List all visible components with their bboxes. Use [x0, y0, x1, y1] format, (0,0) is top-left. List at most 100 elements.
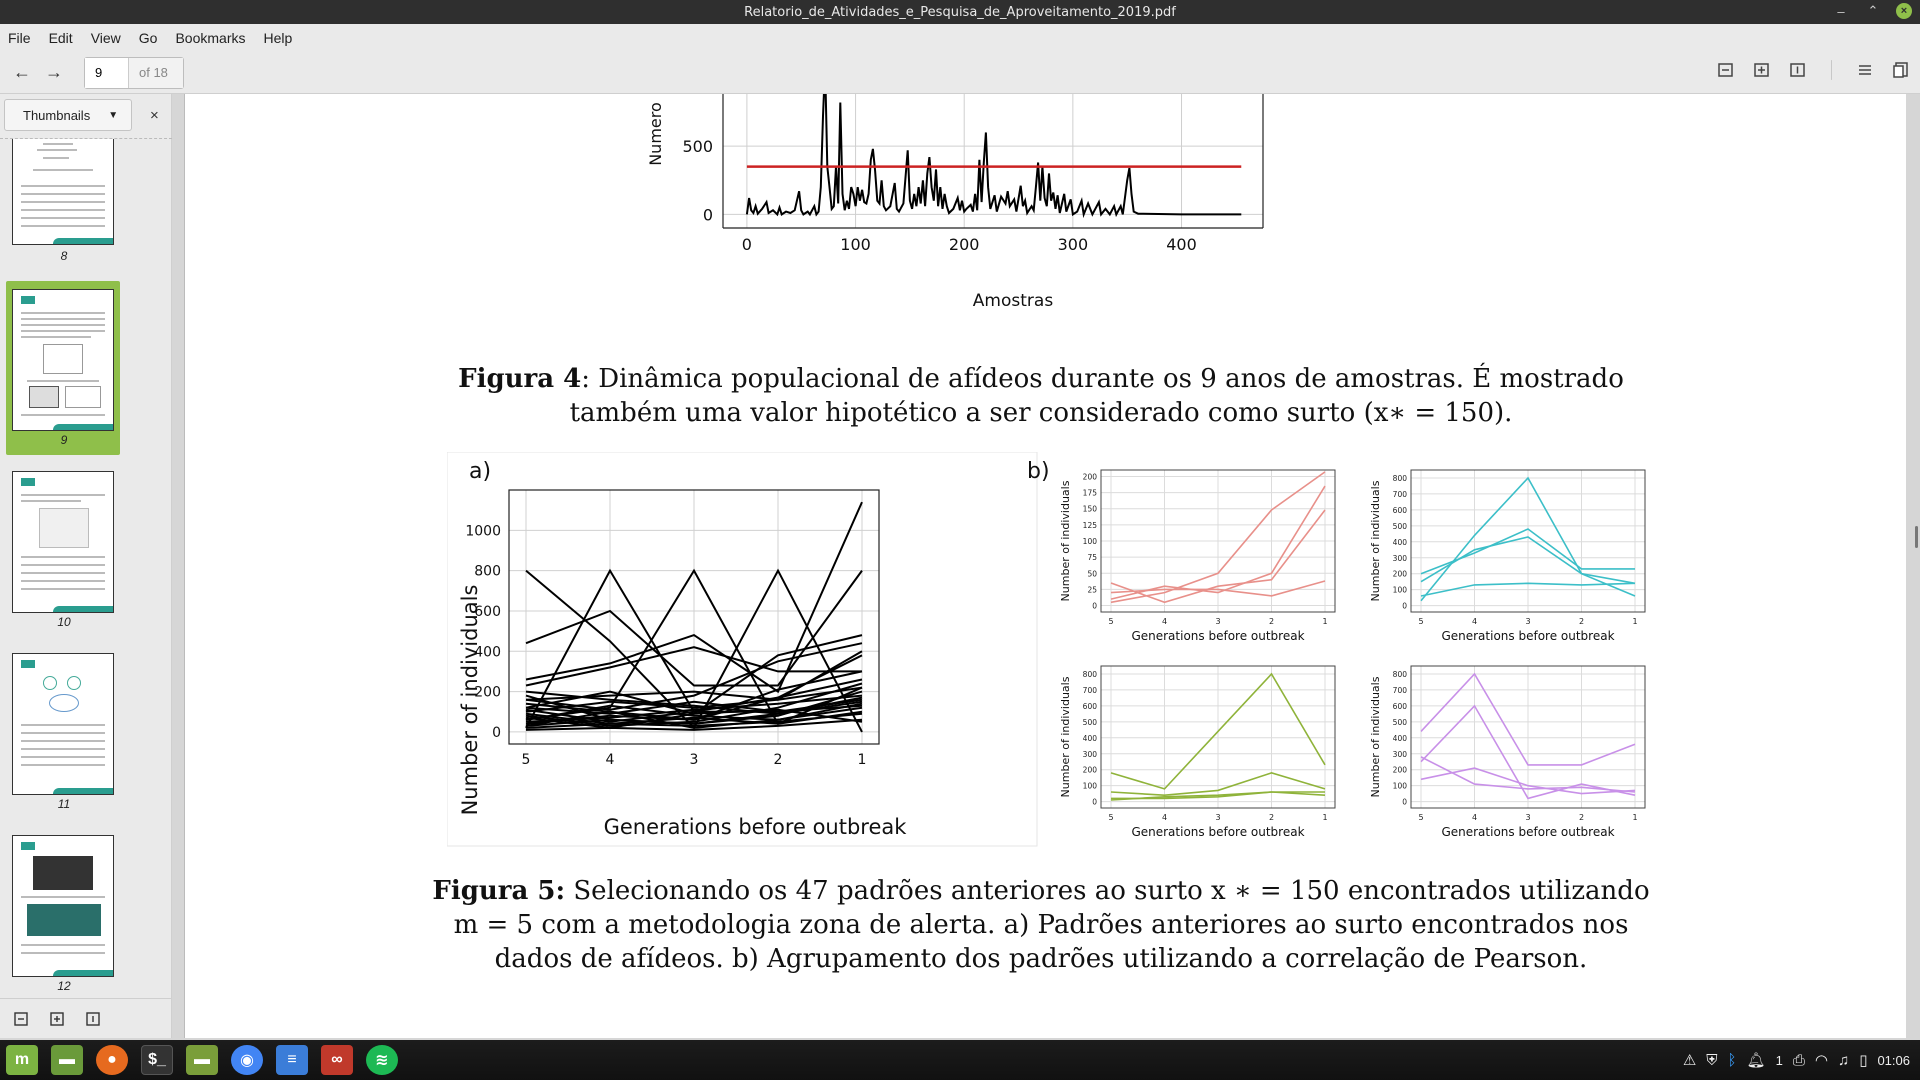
terminal-icon[interactable]: $_ — [141, 1045, 173, 1075]
fig5b-ytick-label: 100 — [1083, 782, 1098, 791]
fig5b-ylabel: Number of individuals — [1369, 676, 1382, 797]
fig5b-series-line — [1420, 476, 1636, 602]
text-editor-icon[interactable]: ≡ — [276, 1045, 308, 1075]
system-tray: ⚠ ⛨ ᛒ 🔔︎ 1 ⎙ ◠ ♫ ▯ 01:06 — [1683, 1040, 1910, 1080]
shield-icon[interactable]: ⛨ — [1706, 1051, 1718, 1069]
maximize-button[interactable]: ⌃ — [1867, 3, 1879, 18]
fig5a-series-line — [525, 678, 863, 723]
fig5a-series-line — [525, 694, 863, 725]
page-number-input[interactable] — [85, 57, 129, 88]
zoom-in-icon[interactable] — [1753, 61, 1771, 79]
reader-icon[interactable]: ∞ — [321, 1045, 353, 1075]
thumbnail-label-10: 10 — [57, 615, 71, 629]
fig5b-xlabel: Generations before outbreak — [1441, 825, 1614, 839]
files-icon[interactable]: ▬ — [51, 1045, 83, 1075]
sidebar-close-icon[interactable]: × — [150, 106, 159, 124]
fig5b-ylabel: Number of individuals — [1059, 480, 1072, 601]
toolbar: ← → of 18 — [0, 52, 1920, 94]
fig5a-panel-label: a) — [469, 459, 491, 484]
vertical-scrollbar-thumb[interactable] — [1915, 526, 1918, 548]
spotify-icon[interactable]: ≋ — [366, 1045, 398, 1075]
fig5b-ytick-label: 200 — [1083, 472, 1098, 481]
figure-4-caption: Figura 4: Dinâmica populacional de afíde… — [225, 362, 1857, 430]
battery-icon[interactable]: ▯ — [1859, 1052, 1868, 1069]
zoom-out-icon[interactable] — [14, 1011, 28, 1026]
folder-icon[interactable]: ▬ — [186, 1045, 218, 1075]
sidebar-mode-select[interactable]: Thumbnails ▼ — [4, 99, 132, 131]
window-controls: ‒ ⌃ × — [1832, 3, 1912, 19]
document-viewer[interactable]: Numero Amostras 010020030040005001000 Fi… — [172, 94, 1920, 1038]
fig5b-series-line — [1420, 536, 1636, 597]
fig5b-xtick-label: 4 — [1472, 813, 1477, 822]
fig5b-ytick-label: 0 — [1402, 602, 1407, 611]
thumbnail-page-10[interactable] — [12, 471, 114, 613]
fig5b-series-line — [1420, 767, 1636, 795]
zoom-in-icon[interactable] — [50, 1011, 64, 1026]
firefox-icon[interactable]: ● — [96, 1045, 128, 1075]
fig5b-series-line — [1420, 704, 1636, 800]
fig5b-ytick-label: 400 — [1393, 538, 1408, 547]
fig5b-ytick-label: 125 — [1083, 521, 1098, 530]
printer-icon[interactable]: ⎙ — [1792, 1051, 1805, 1069]
fig5b-plot-frame — [1410, 469, 1646, 613]
fig5b-ytick-label: 600 — [1083, 702, 1098, 711]
fig5b-panel-label: b) — [1027, 459, 1050, 482]
fig5b-ytick-label: 200 — [1083, 766, 1098, 775]
fig4-ytick-label: 500 — [682, 137, 713, 156]
fig5a-xtick-label: 2 — [774, 752, 783, 768]
back-arrow-icon[interactable]: ← — [13, 62, 31, 82]
menu-view[interactable]: View — [90, 30, 121, 46]
figure-4-chart: Numero Amostras 010020030040005001000 — [646, 94, 1264, 311]
close-button[interactable]: × — [1896, 3, 1912, 19]
figure-5-caption-line3: dados de afídeos. b) Agrupamento dos pad… — [494, 944, 1588, 974]
thumbnail-list: 8 9 — [0, 138, 172, 990]
fit-icon[interactable] — [86, 1011, 100, 1026]
thumbnail-page-12[interactable] — [12, 835, 114, 977]
warning-icon[interactable]: ⚠ — [1682, 1052, 1697, 1069]
figure-5-caption-line1: Figura 5: Selecionando os 47 padrões ant… — [225, 874, 1857, 908]
network-icon[interactable]: ◠ — [1814, 1052, 1828, 1069]
fig5b-ytick-label: 300 — [1393, 750, 1408, 759]
fig5b-xtick-label: 3 — [1215, 617, 1220, 626]
menu-edit[interactable]: Edit — [48, 30, 73, 46]
fig5b-ylabel: Number of individuals — [1059, 676, 1072, 797]
fig5b-axes: 5 4 3 2 1 0 100 200 300 400 500 600 700 800 Number of … — [1369, 665, 1646, 839]
fit-page-icon[interactable] — [1789, 61, 1807, 79]
minimize-button[interactable]: ‒ — [1837, 3, 1845, 19]
fig5b-xtick-label: 3 — [1525, 617, 1530, 626]
fig5b-series-line — [1110, 672, 1326, 790]
fig5b-series-line — [1110, 509, 1326, 604]
menu-help[interactable]: Help — [263, 30, 293, 46]
fig4-xtick-label: 0 — [742, 235, 752, 254]
bluetooth-icon[interactable]: ᛒ — [1727, 1051, 1737, 1069]
fig5b-ytick-label: 500 — [1393, 522, 1408, 531]
notification-count: 1 — [1775, 1052, 1783, 1068]
menu-bookmarks[interactable]: Bookmarks — [175, 30, 246, 46]
thumbnail-page-11[interactable] — [12, 653, 114, 795]
thumbnail-page-8[interactable] — [12, 139, 114, 245]
chrome-icon[interactable]: ◉ — [231, 1045, 263, 1075]
zoom-tools — [1717, 60, 1910, 80]
dual-page-icon[interactable] — [1892, 61, 1910, 79]
fig5b-xtick-label: 1 — [1322, 617, 1327, 626]
notification-icon[interactable]: 🔔︎ — [1746, 1052, 1766, 1069]
fig5b-ytick-label: 400 — [1083, 734, 1098, 743]
fig5a-ytick-label: 1000 — [465, 523, 501, 539]
volume-icon[interactable]: ♫ — [1837, 1051, 1850, 1069]
fig5a-ytick-label: 0 — [492, 725, 501, 741]
sidebar-footer — [0, 998, 172, 1038]
zoom-out-icon[interactable] — [1717, 61, 1735, 79]
fig5a-series-line — [525, 718, 863, 731]
fig5a-series-line — [525, 670, 863, 721]
fig5b-xlabel: Generations before outbreak — [1131, 825, 1304, 839]
figure-5-caption-label: Figura 5: — [432, 876, 566, 906]
thumbnail-page-9[interactable] — [12, 289, 114, 431]
figure-4-caption-line2: também uma valor hipotético a ser consid… — [569, 398, 1513, 428]
fig5a-series-line — [525, 570, 863, 687]
continuous-scroll-icon[interactable] — [1856, 61, 1874, 79]
forward-arrow-icon[interactable]: → — [45, 62, 63, 82]
sidebar-mode-label: Thumbnails — [23, 107, 91, 123]
menu-file[interactable]: File — [8, 30, 31, 46]
mint-menu-icon[interactable]: m — [6, 1045, 38, 1075]
menu-go[interactable]: Go — [138, 30, 158, 46]
